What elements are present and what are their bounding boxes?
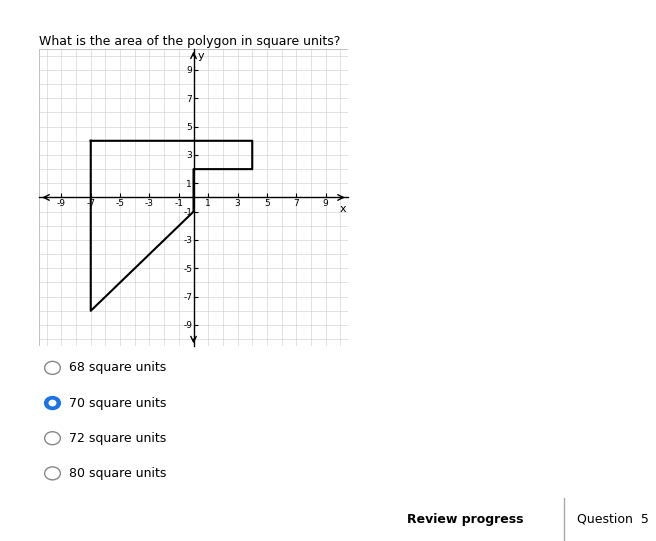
Text: 68 square units: 68 square units: [69, 361, 166, 374]
Text: What is the area of the polygon in square units?: What is the area of the polygon in squar…: [39, 35, 340, 48]
Text: x: x: [340, 204, 346, 214]
Text: 72 square units: 72 square units: [69, 432, 166, 445]
Text: Review progress: Review progress: [407, 513, 523, 526]
Text: 80 square units: 80 square units: [69, 467, 166, 480]
Text: 70 square units: 70 square units: [69, 397, 166, 410]
Text: y: y: [197, 51, 204, 61]
Text: Question  5: Question 5: [577, 513, 649, 526]
